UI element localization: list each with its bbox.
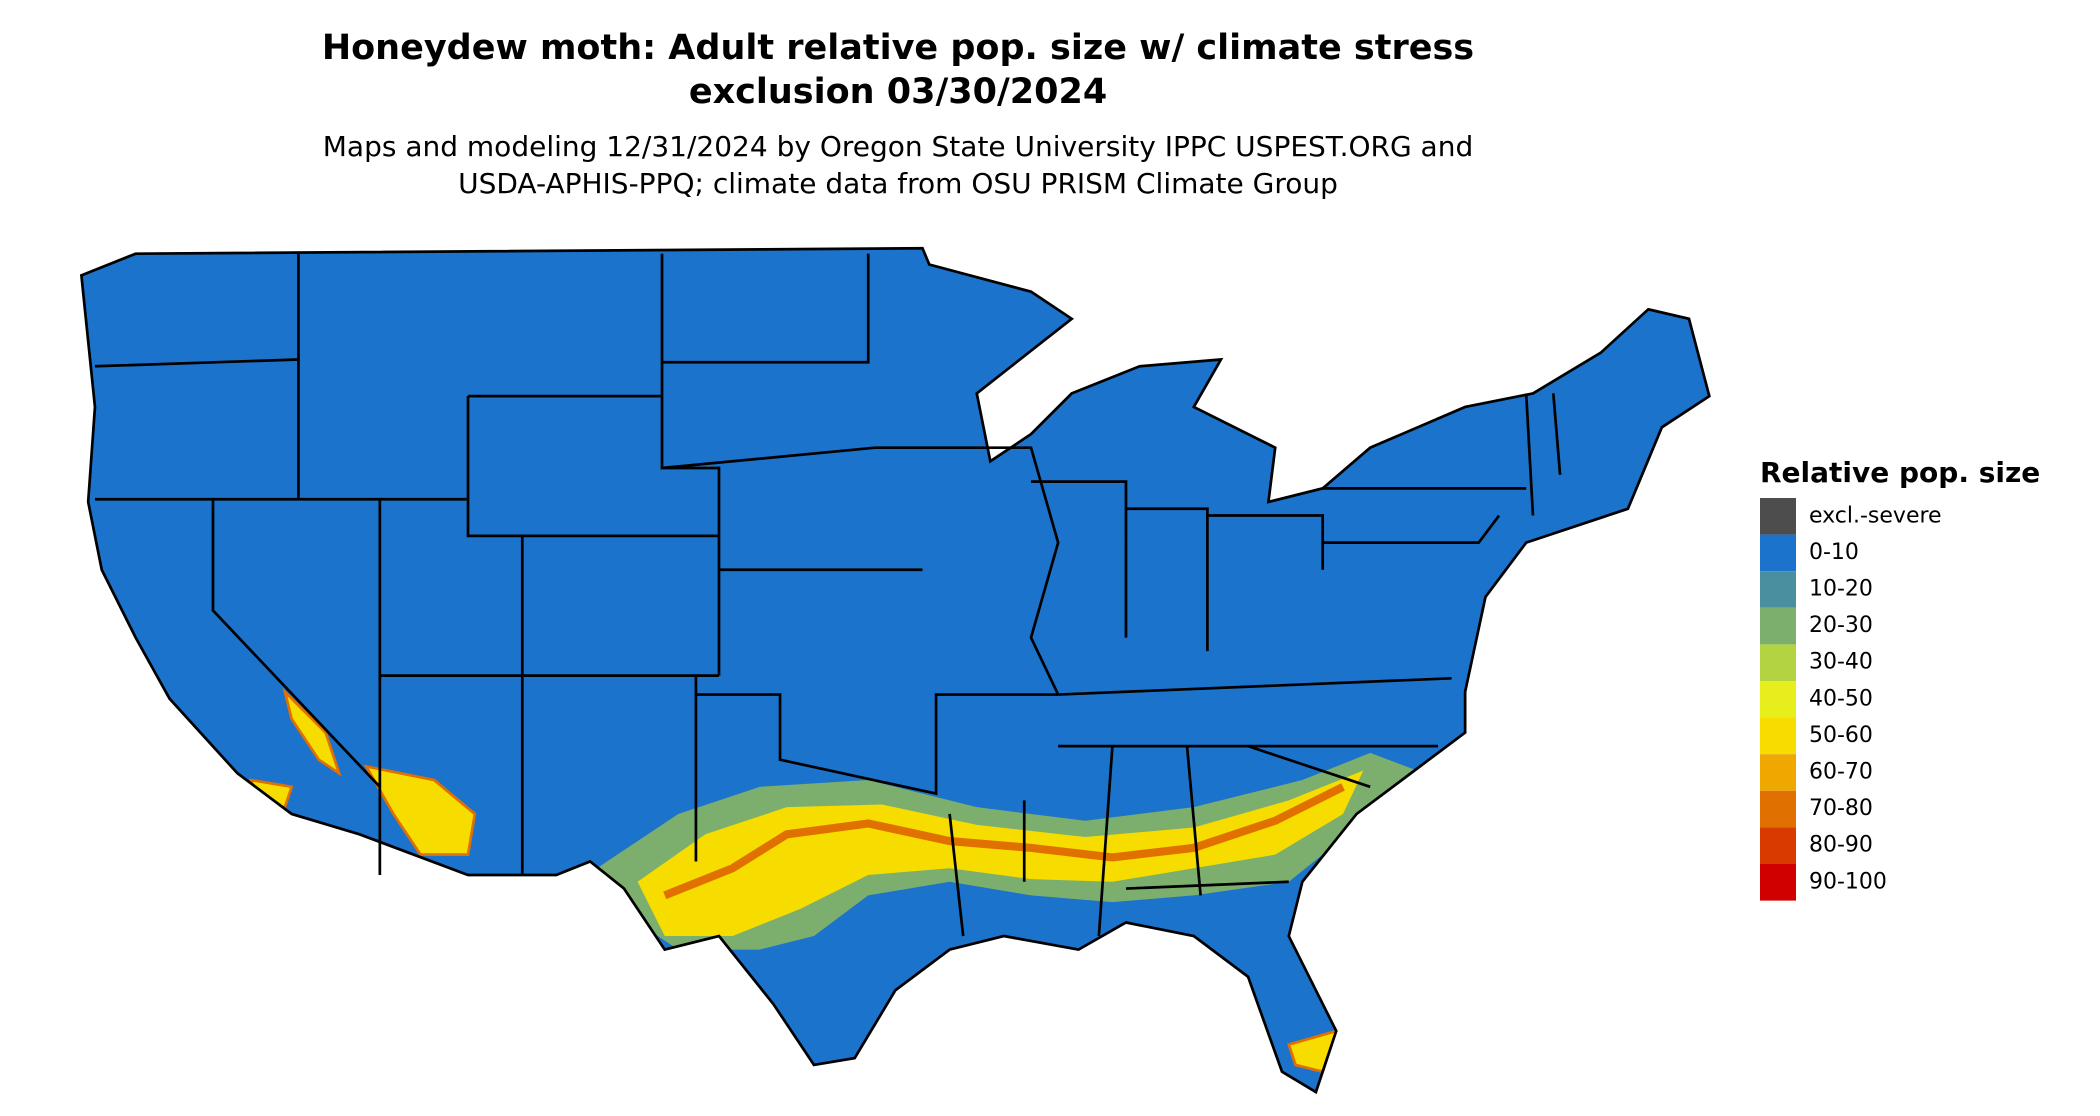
- legend-label: 30-40: [1809, 650, 1873, 675]
- suitability-band: [248, 687, 1425, 1074]
- legend-label: excl.-severe: [1809, 503, 1942, 528]
- legend-swatch: [1760, 644, 1796, 681]
- legend-swatch: [1760, 534, 1796, 572]
- state-boundaries: [79, 246, 1711, 1095]
- band-yellow: [637, 770, 1364, 937]
- us-map: [79, 246, 1711, 1095]
- legend-label: 80-90: [1809, 833, 1873, 858]
- legend-label: 10-20: [1809, 577, 1873, 602]
- legend-swatch: [1760, 498, 1796, 535]
- legend-swatch: [1760, 571, 1796, 608]
- legend-label: 50-60: [1809, 723, 1873, 748]
- legend-swatch: [1760, 790, 1796, 828]
- legend-swatch: [1760, 717, 1796, 755]
- legend-label: 70-80: [1809, 796, 1873, 821]
- legend-swatch: [1760, 754, 1796, 791]
- legend-label: 20-30: [1809, 613, 1873, 638]
- legend-swatch: [1760, 827, 1796, 864]
- southwest-patches: [248, 687, 1339, 1074]
- legend-label: 90-100: [1809, 869, 1887, 894]
- legend-label: 40-50: [1809, 686, 1873, 711]
- legend-swatch: [1760, 681, 1796, 718]
- us-land: [81, 248, 1710, 1093]
- title-line: Honeydew moth: Adult relative pop. size …: [322, 28, 1474, 68]
- title-line: exclusion 03/30/2024: [689, 72, 1107, 112]
- subtitle-line: Maps and modeling 12/31/2024 by Oregon S…: [323, 130, 1474, 163]
- legend-label: 0-10: [1809, 540, 1859, 565]
- legend-swatch: [1760, 607, 1796, 645]
- legend: excl.-severe 0-10 10-20 20-30 30-40 40-50 50-6…: [1760, 498, 1942, 901]
- legend-swatch: [1760, 864, 1796, 901]
- legend-title: Relative pop. size: [1760, 456, 2040, 489]
- subtitle-line: USDA-APHIS-PPQ; climate data from OSU PR…: [458, 167, 1338, 200]
- legend-label: 60-70: [1809, 760, 1873, 785]
- band-core: [663, 783, 1345, 900]
